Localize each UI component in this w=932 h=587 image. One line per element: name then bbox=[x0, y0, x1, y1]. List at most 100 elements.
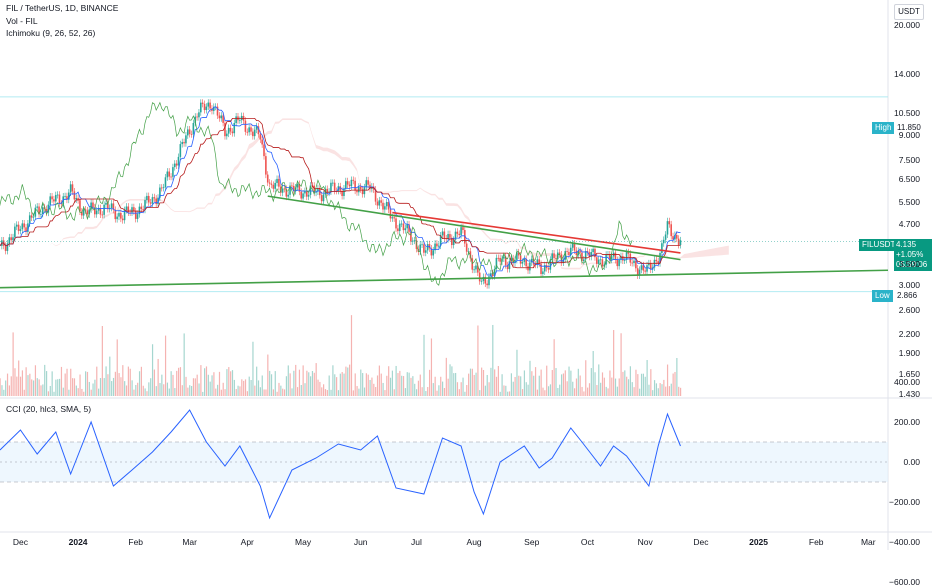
candle-body bbox=[603, 264, 606, 267]
candle-body bbox=[510, 258, 513, 262]
volume-bar bbox=[51, 371, 53, 396]
volume-bar bbox=[375, 386, 377, 396]
volume-bar bbox=[60, 366, 63, 396]
last-price: 4.135 bbox=[896, 240, 917, 249]
volume-bar bbox=[49, 385, 51, 396]
volume-bar bbox=[388, 366, 390, 396]
volume-bar bbox=[172, 374, 174, 396]
candle-body bbox=[664, 234, 667, 240]
candle-body bbox=[196, 116, 198, 118]
candle-body bbox=[398, 223, 401, 232]
candle-body bbox=[166, 171, 169, 178]
volume-bar bbox=[140, 366, 143, 396]
candle-body bbox=[134, 211, 137, 219]
candle-body bbox=[497, 257, 500, 259]
volume-indicator-label[interactable]: Vol - FIL bbox=[6, 16, 38, 26]
volume-bar bbox=[419, 374, 421, 396]
volume-bar bbox=[529, 360, 531, 396]
volume-bar bbox=[68, 389, 70, 396]
candle-body bbox=[655, 259, 658, 262]
volume-bar bbox=[653, 380, 656, 396]
volume-bar bbox=[639, 388, 641, 396]
volume-bar bbox=[566, 381, 568, 396]
volume-bar bbox=[345, 366, 347, 396]
candle-body bbox=[437, 245, 440, 247]
candle-body bbox=[514, 259, 516, 263]
volume-bar bbox=[159, 383, 161, 396]
candle-body bbox=[421, 244, 423, 246]
volume-bar bbox=[575, 378, 578, 396]
candle-body bbox=[341, 190, 343, 196]
volume-bar bbox=[479, 390, 481, 396]
currency-button[interactable]: USDT bbox=[894, 4, 924, 20]
price-tick: 7.500 bbox=[898, 154, 920, 165]
volume-bar bbox=[144, 388, 146, 396]
volume-bar bbox=[44, 364, 46, 396]
candle-body bbox=[110, 203, 113, 208]
cci-indicator-label[interactable]: CCI (20, hlc3, SMA, 5) bbox=[6, 404, 92, 414]
price-tick: 1.900 bbox=[898, 348, 920, 358]
candle-body bbox=[387, 201, 390, 210]
volume-bar bbox=[148, 382, 150, 396]
volume-bar bbox=[624, 370, 626, 396]
candle-body bbox=[283, 188, 286, 190]
volume-bar bbox=[477, 325, 479, 396]
volume-bar bbox=[81, 388, 83, 396]
candle-body bbox=[147, 195, 150, 203]
ichimoku-indicator-label[interactable]: Ichimoku (9, 26, 52, 26) bbox=[6, 28, 96, 38]
symbol-title[interactable]: FIL / TetherUS, 1D, BINANCE bbox=[6, 3, 119, 13]
volume-bar bbox=[432, 383, 434, 396]
candle-body bbox=[406, 224, 408, 229]
volume-bar bbox=[646, 360, 648, 396]
volume-bar bbox=[230, 371, 232, 396]
candle-body bbox=[625, 252, 628, 260]
volume-bar bbox=[616, 386, 618, 396]
volume-bar bbox=[557, 387, 559, 396]
cci-tick: −400.00 bbox=[889, 537, 920, 547]
volume-bar bbox=[224, 389, 226, 396]
candle-body bbox=[488, 276, 490, 286]
volume-bar bbox=[5, 380, 7, 396]
candle-body bbox=[454, 231, 457, 240]
candle-body bbox=[75, 197, 78, 200]
volume-bar bbox=[341, 372, 343, 396]
chikou-span-line bbox=[0, 101, 633, 286]
volume-bar bbox=[12, 332, 14, 396]
candle-body bbox=[34, 207, 37, 217]
volume-bar bbox=[189, 385, 191, 396]
chart-canvas[interactable] bbox=[0, 0, 932, 550]
tenkan-sen-line bbox=[0, 106, 681, 280]
volume-bar bbox=[583, 391, 585, 396]
candle-body bbox=[523, 258, 526, 262]
price-tick: 10.500 bbox=[894, 108, 920, 119]
candle-body bbox=[573, 243, 576, 251]
volume-bar bbox=[70, 368, 72, 396]
volume-bar bbox=[611, 377, 613, 396]
candle-body bbox=[486, 283, 488, 286]
candle-body bbox=[395, 218, 397, 229]
candle-body bbox=[203, 103, 206, 111]
candle-body bbox=[159, 187, 161, 198]
candle-body bbox=[402, 223, 405, 231]
time-tick: Apr bbox=[240, 537, 254, 547]
volume-bar bbox=[369, 379, 371, 396]
volume-bar bbox=[96, 366, 98, 396]
volume-bar bbox=[157, 358, 159, 396]
candle-body bbox=[450, 237, 453, 246]
volume-bar bbox=[652, 390, 654, 396]
volume-bar bbox=[614, 378, 617, 396]
volume-bar bbox=[551, 370, 553, 396]
volume-bar bbox=[187, 387, 189, 396]
candle-body bbox=[423, 244, 425, 253]
volume-bar bbox=[657, 388, 659, 396]
candle-body bbox=[610, 256, 613, 260]
volume-bar bbox=[146, 391, 148, 396]
candle-body bbox=[569, 247, 572, 255]
candle-body bbox=[170, 176, 172, 178]
candle-body bbox=[495, 257, 498, 270]
candle-body bbox=[45, 209, 48, 213]
volume-bar bbox=[367, 374, 369, 396]
volume-bar bbox=[248, 376, 250, 396]
candle-body bbox=[346, 181, 349, 185]
volume-bar bbox=[300, 385, 302, 396]
